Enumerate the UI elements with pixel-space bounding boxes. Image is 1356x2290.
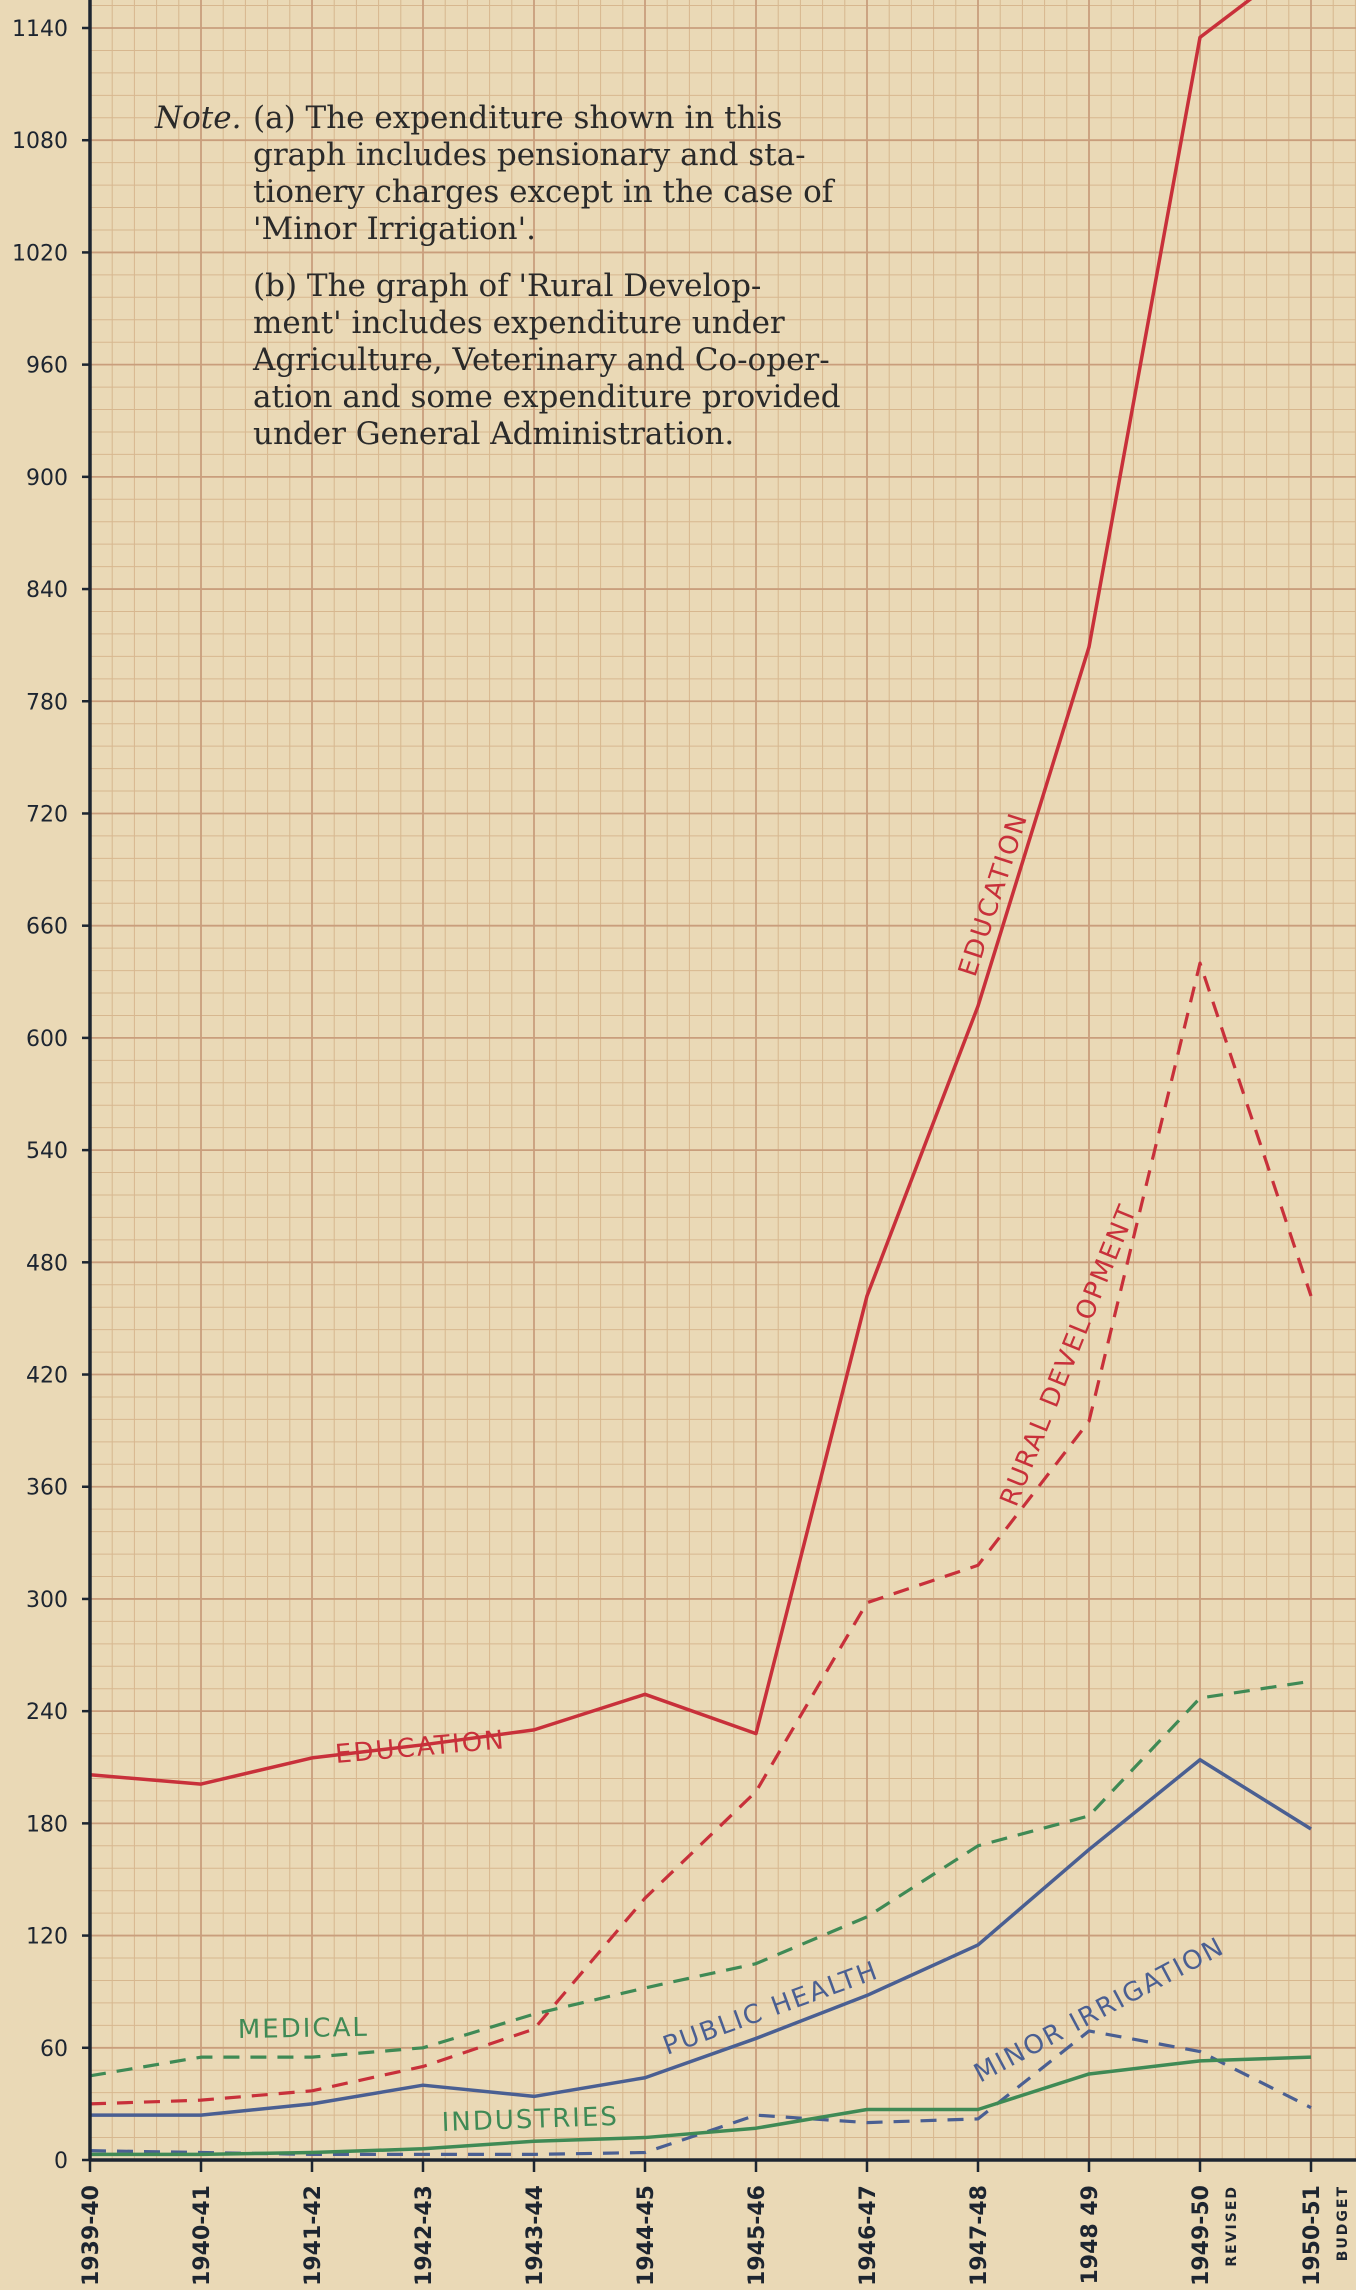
x-tick-label: 1944-45 xyxy=(634,2185,659,2286)
x-tick-label: 1946-47 xyxy=(856,2185,881,2286)
grid-major xyxy=(89,0,1356,2161)
y-tick-label: 960 xyxy=(26,354,68,379)
y-tick-label: 840 xyxy=(26,578,68,603)
x-tick-label: 1947-48 xyxy=(967,2185,992,2286)
note-a-line-1: (a) The expenditure shown in this xyxy=(253,100,782,136)
y-tick-label: 600 xyxy=(26,1027,68,1052)
label-public-health: PUBLIC HEALTH xyxy=(659,1956,883,2062)
note-heading: Note. xyxy=(154,100,241,136)
y-tick-label: 1020 xyxy=(12,241,68,266)
series-line-rural-development xyxy=(89,961,1313,2106)
note-b-line-3: Agriculture, Veterinary and Co-oper- xyxy=(252,342,830,378)
note-a-line-4: 'Minor Irrigation'. xyxy=(253,211,536,247)
series-layer xyxy=(89,0,1313,2157)
y-tick-label: 1080 xyxy=(12,129,68,154)
y-tick-label: 780 xyxy=(26,690,68,715)
note-box: Note. (a) The expenditure shown in this … xyxy=(154,100,841,452)
label-industries: INDUSTRIES xyxy=(441,2102,619,2138)
y-tick-label: 900 xyxy=(26,466,68,491)
y-tick-label: 660 xyxy=(26,915,68,940)
y-tick-label: 180 xyxy=(26,1812,68,1837)
x-tick-label: 1945-46 xyxy=(745,2185,770,2286)
y-tick-label: 60 xyxy=(40,2037,68,2062)
y-tick-label: 240 xyxy=(26,1700,68,1725)
y-tick-label: 360 xyxy=(26,1476,68,1501)
note-a-line-2: graph includes pensionary and sta- xyxy=(253,137,806,173)
note-b-line-1: (b) The graph of 'Rural Develop- xyxy=(253,268,761,304)
y-tick-label: 120 xyxy=(26,1925,68,1950)
y-tick-label: 0 xyxy=(54,2149,68,2174)
note-b-line-5: under General Administration. xyxy=(253,416,734,452)
series-line-public-health xyxy=(90,1758,1312,2117)
note-a-line-3: tionery charges except in the case of xyxy=(253,174,836,210)
x-tick-label: 1950-51 xyxy=(1300,2185,1325,2286)
series-line-education xyxy=(89,0,1253,1786)
y-tick-label: 300 xyxy=(26,1588,68,1613)
y-tick-label: 480 xyxy=(26,1251,68,1276)
x-tick-label: 1941-42 xyxy=(301,2185,326,2286)
y-tick-label: 540 xyxy=(26,1139,68,1164)
x-tick-label: 1942-43 xyxy=(412,2185,437,2286)
label-education-low: EDUCATION xyxy=(334,1725,507,1770)
y-tick-label: 420 xyxy=(26,1364,68,1389)
label-minor-irrigation-a: MINOR IRRIGATION xyxy=(969,1932,1230,2090)
x-tick-label: 1948 49 xyxy=(1078,2185,1103,2285)
series-line-medical xyxy=(89,1679,1312,2078)
x-tick-sublabel: REVISED xyxy=(1224,2185,1240,2267)
x-tick-label: 1939-40 xyxy=(79,2185,104,2286)
y-tick-label: 720 xyxy=(26,802,68,827)
x-tick-label: 1949-50 xyxy=(1189,2185,1214,2286)
x-tick-sublabel: BUDGET xyxy=(1335,2185,1351,2261)
axes: 0 60 120 180 240 300 360 420 480 540 600 660 720 780 8… xyxy=(12,0,1356,2286)
note-b-line-4: ation and some expenditure provided xyxy=(253,379,841,415)
label-medical: MEDICAL xyxy=(238,2013,369,2045)
series-line-industries xyxy=(90,2055,1312,2157)
x-tick-label: 1940-41 xyxy=(190,2185,215,2286)
x-tick-label: 1943-44 xyxy=(523,2185,548,2286)
note-b-line-2: ment' includes expenditure under xyxy=(253,305,785,341)
y-tick-label: 1140 xyxy=(12,17,68,42)
